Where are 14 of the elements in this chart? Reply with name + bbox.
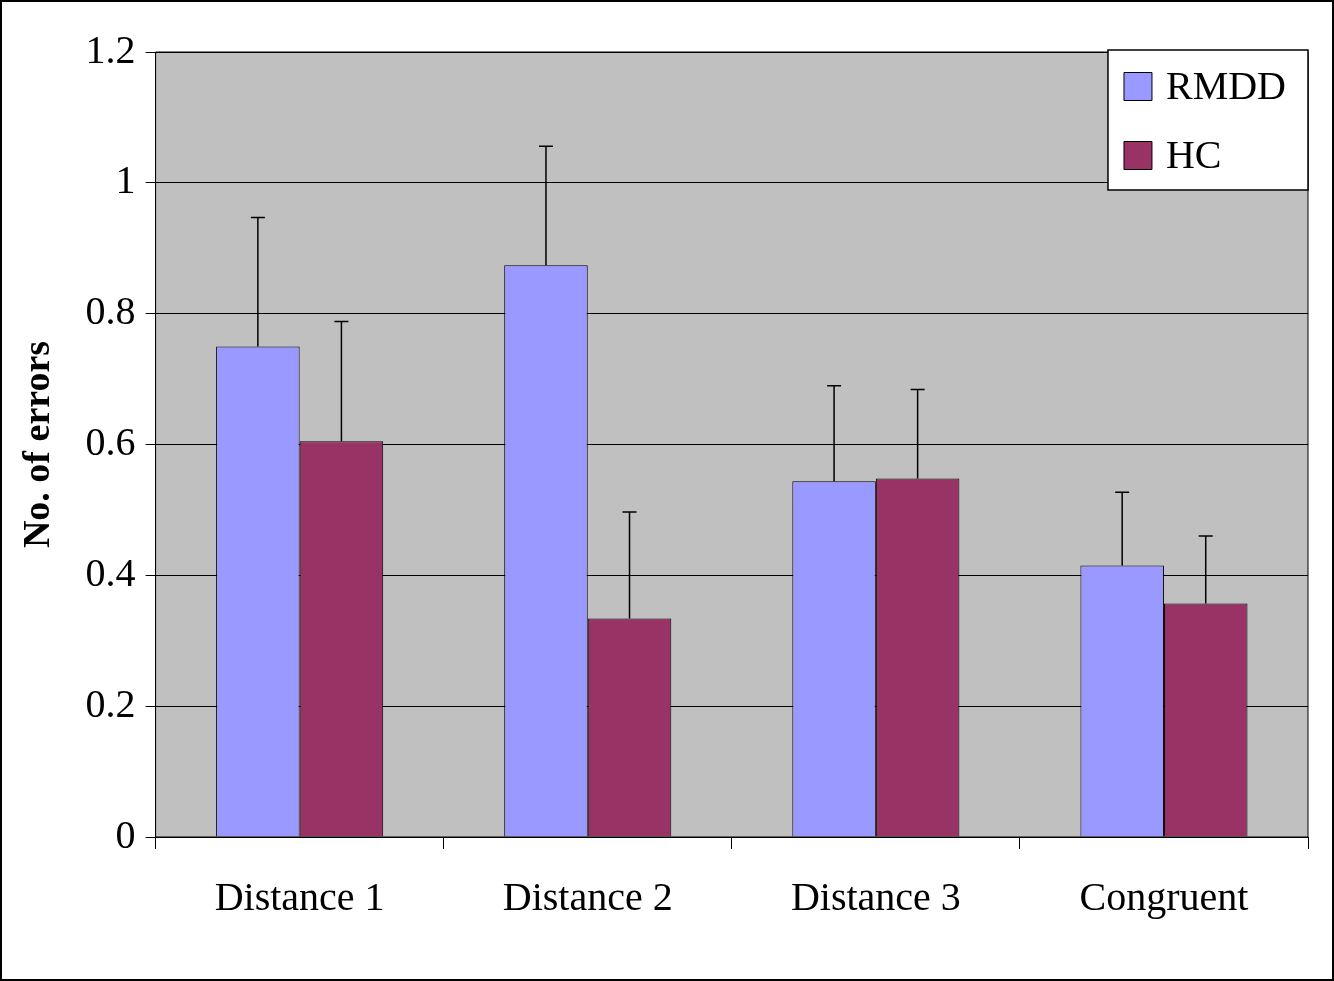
x-tick-label: Congruent — [1079, 873, 1249, 919]
y-tick-label: 1 — [115, 157, 136, 203]
y-tick-label: 0.2 — [85, 680, 136, 726]
y-tick-label: 0.8 — [85, 288, 136, 334]
x-tick-label: Distance 3 — [790, 873, 961, 919]
y-tick-label: 0 — [115, 811, 136, 857]
y-axis-title: No. of errors — [14, 340, 57, 549]
legend-label: RMDD — [1165, 63, 1287, 108]
legend-label: HC — [1165, 132, 1222, 177]
x-tick-label: Distance 2 — [502, 873, 673, 919]
y-tick-label: 0.4 — [85, 549, 136, 595]
x-tick-label: Distance 1 — [214, 873, 385, 919]
y-tick-label: 0.6 — [85, 419, 136, 464]
y-tick-label: 1.2 — [85, 26, 136, 72]
